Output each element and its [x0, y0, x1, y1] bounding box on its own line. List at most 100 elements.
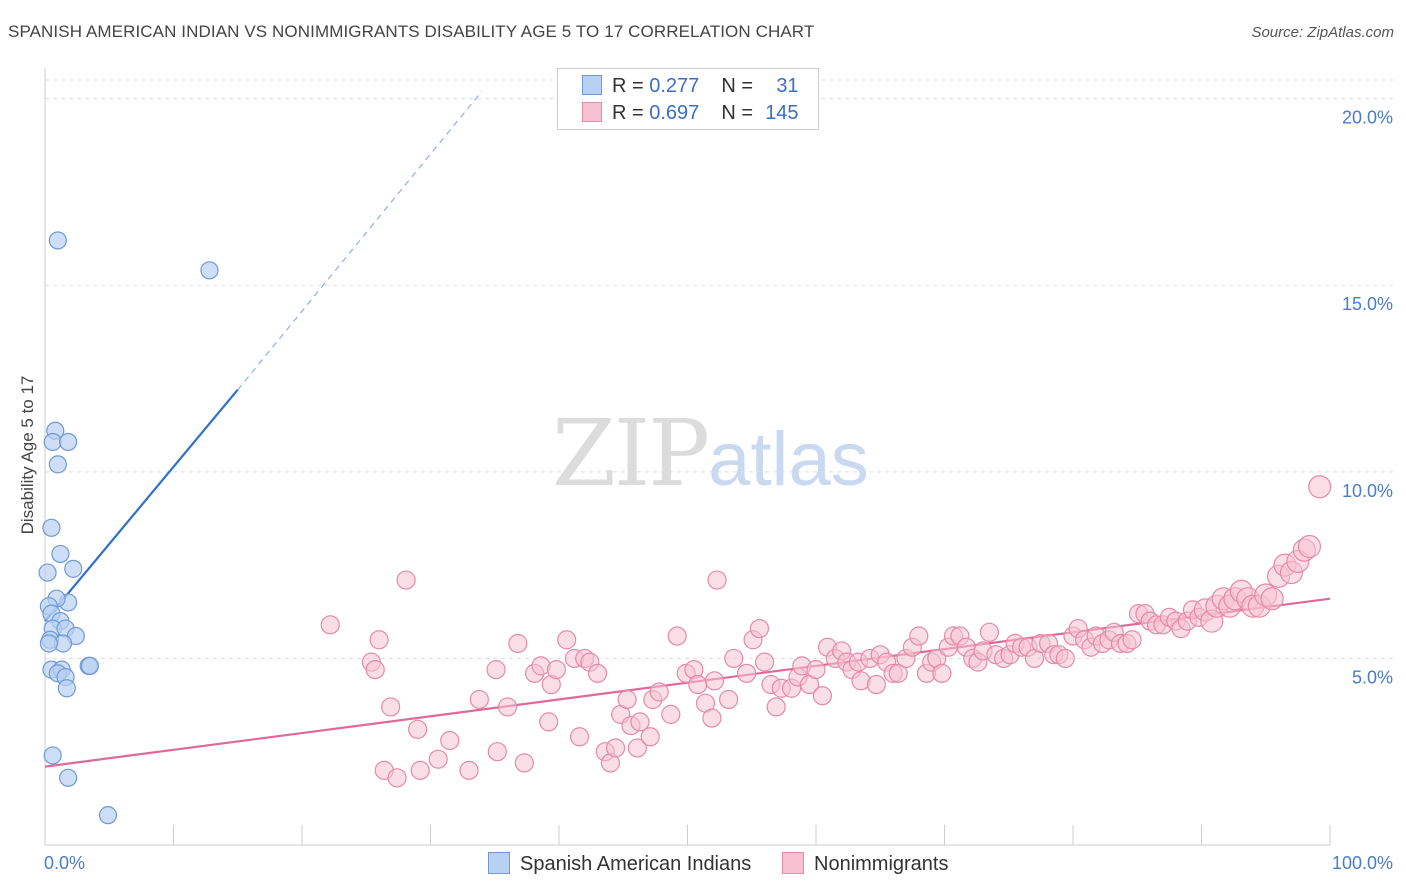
bottom-legend-nonimmigrants: Nonimmigrants	[782, 852, 948, 876]
nonimmigrants-point	[498, 697, 518, 717]
y-tick-label: 10.0%	[1342, 481, 1393, 501]
nonimmigrants-point	[667, 626, 687, 646]
spanish-american-indians-trend-line	[44, 389, 239, 622]
nonimmigrants-point	[1122, 630, 1142, 650]
bottom-legend-label: Spanish American Indians	[520, 853, 752, 875]
nonimmigrants-point	[587, 663, 608, 683]
spanish-american-indians-point	[48, 455, 67, 474]
nonimmigrants-point	[546, 660, 567, 680]
nonimmigrants-point	[724, 648, 744, 669]
nonimmigrants-point	[1055, 648, 1075, 669]
spanish-american-indians-points	[38, 231, 219, 825]
legend-r-label: R =	[612, 102, 644, 124]
nonimmigrants-point	[557, 630, 577, 650]
nonimmigrants-point	[428, 749, 448, 769]
spanish-american-indians-point	[64, 559, 83, 578]
nonimmigrants-point	[661, 704, 681, 724]
nonimmigrants-point	[688, 674, 708, 695]
spanish-american-indians-point	[43, 746, 62, 765]
nonimmigrants-point	[1308, 475, 1332, 499]
correlation-legend: R = 0.277 N = 31 R = 0.697 N = 145	[557, 68, 819, 130]
nonimmigrants-point	[617, 689, 637, 710]
nonimmigrants-point	[806, 660, 826, 680]
nonimmigrants-points	[320, 475, 1332, 788]
nonimmigrants-point	[630, 712, 650, 732]
legend-n-label: N =	[721, 102, 753, 124]
y-axis-label: Disability Age 5 to 17	[18, 376, 37, 535]
nonimmigrants-point	[369, 630, 389, 650]
nonimmigrants-point	[866, 674, 886, 695]
legend-r-value: 0.277	[649, 75, 700, 97]
nonimmigrants-point	[469, 689, 489, 710]
nonimmigrants-point	[627, 738, 647, 758]
nonimmigrants-point	[932, 663, 952, 683]
nonimmigrants-point	[514, 753, 534, 773]
nonimmigrants-point	[396, 570, 416, 590]
chart-title: SPANISH AMERICAN INDIAN VS NONIMMIGRANTS…	[8, 22, 815, 41]
x-tick-label-max: 100.0%	[1332, 853, 1393, 873]
nonimmigrants-point	[410, 760, 430, 780]
nonimmigrants-point	[1297, 534, 1322, 559]
nonimmigrants-point	[539, 712, 559, 732]
nonimmigrants-point	[888, 663, 908, 683]
nonimmigrants-point	[381, 697, 401, 717]
nonimmigrants-point	[640, 727, 660, 747]
nonimmigrants-point	[508, 633, 528, 654]
y-tick-label: 5.0%	[1352, 667, 1393, 687]
x-tick-label-min: 0.0%	[44, 853, 85, 873]
y-tick-label: 15.0%	[1342, 294, 1393, 314]
legend-r-value: 0.697	[649, 102, 700, 124]
spanish-american-indians-point	[80, 656, 100, 675]
nonimmigrants-point	[408, 719, 428, 739]
source-label: Source: ZipAtlas.com	[1251, 24, 1394, 41]
spanish-american-indians-point	[57, 679, 76, 698]
nonimmigrants-point	[909, 626, 929, 646]
spanish-american-indians-point	[42, 518, 61, 537]
spanish-american-indians-point	[39, 634, 58, 653]
spanish-american-indians-point	[98, 806, 118, 825]
pink-swatch-icon	[582, 102, 602, 122]
nonimmigrants-point	[1260, 587, 1284, 611]
pink-swatch-icon	[782, 852, 804, 874]
spanish-american-indians-point	[51, 544, 70, 564]
blue-swatch-icon	[582, 75, 602, 95]
spanish-american-indians-trend-extension	[237, 90, 483, 391]
legend-n-label: N =	[721, 75, 753, 97]
nonimmigrants-point	[569, 727, 590, 747]
nonimmigrants-point	[749, 618, 770, 639]
nonimmigrants-point	[605, 738, 626, 758]
bottom-legend-spanish-american-indians: Spanish American Indians	[488, 852, 751, 876]
blue-swatch-icon	[488, 852, 510, 874]
watermark: ZIPatlas	[552, 400, 869, 507]
nonimmigrants-point	[704, 671, 725, 691]
nonimmigrants-point	[979, 622, 1000, 642]
spanish-american-indians-point	[200, 261, 219, 280]
watermark-atlas: atlas	[708, 417, 869, 502]
bottom-legend-label: Nonimmigrants	[814, 853, 949, 875]
nonimmigrants-point	[649, 682, 669, 702]
nonimmigrants-point	[487, 742, 507, 762]
nonimmigrants-point	[320, 615, 340, 635]
nonimmigrants-point	[459, 760, 479, 780]
spanish-american-indians-point	[43, 432, 62, 452]
spanish-american-indians-point	[59, 768, 78, 787]
spanish-american-indians-point	[59, 432, 78, 452]
legend-row-nonimmigrants: R = 0.697 N = 145	[582, 102, 799, 125]
nonimmigrants-point	[486, 660, 506, 680]
nonimmigrants-point	[707, 570, 727, 590]
y-tick-label: 20.0%	[1342, 108, 1393, 128]
nonimmigrants-point	[719, 689, 739, 710]
spanish-american-indians-point	[48, 231, 67, 250]
nonimmigrants-point	[737, 663, 757, 683]
watermark-zip: ZIP	[552, 400, 710, 507]
spanish-american-indians-point	[38, 563, 57, 582]
legend-row-spanish-american-indians: R = 0.277 N = 31	[582, 75, 799, 98]
nonimmigrants-point	[812, 686, 833, 706]
legend-r-label: R =	[612, 75, 644, 97]
nonimmigrants-point	[440, 730, 460, 751]
nonimmigrants-point	[702, 708, 722, 728]
tick-labels: 5.0% 10.0% 15.0% 20.0% 0.0% 100.0% Disability …	[18, 108, 1393, 873]
legend-n-value: 31	[776, 75, 799, 97]
nonimmigrants-point	[387, 768, 407, 788]
